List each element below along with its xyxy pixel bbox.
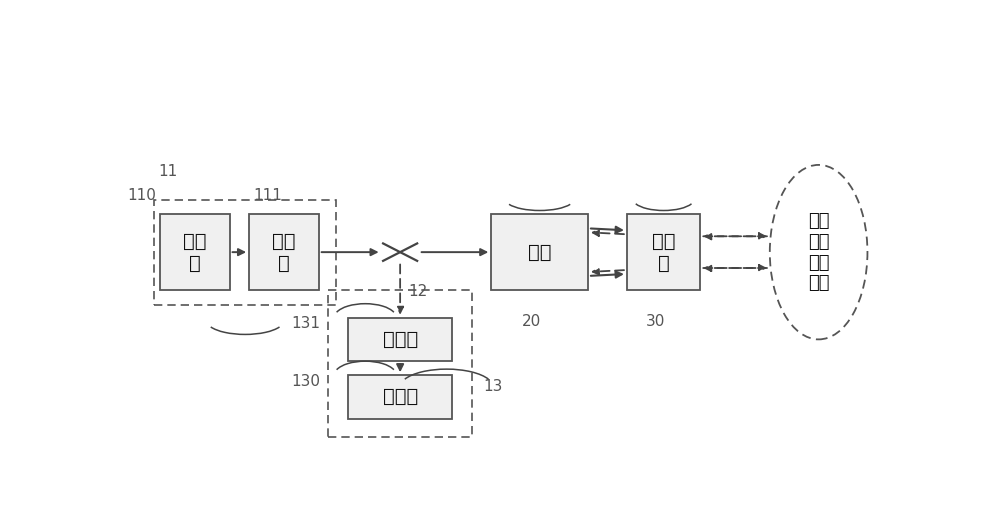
- FancyBboxPatch shape: [491, 214, 588, 290]
- Text: 30: 30: [646, 314, 666, 329]
- Text: 扩束
镜: 扩束 镜: [652, 232, 675, 272]
- Text: 20: 20: [522, 314, 542, 329]
- Text: 11: 11: [158, 164, 178, 179]
- Text: 130: 130: [292, 373, 321, 388]
- Text: 探测
区域
内的
物体: 探测 区域 内的 物体: [808, 212, 829, 293]
- Text: 131: 131: [292, 316, 321, 331]
- Text: 聚焦镜: 聚焦镜: [382, 330, 418, 349]
- Text: 111: 111: [253, 187, 282, 202]
- Text: 准直
镜: 准直 镜: [272, 232, 296, 272]
- FancyBboxPatch shape: [348, 318, 452, 361]
- Text: 振镜: 振镜: [528, 243, 551, 262]
- Text: 探测器: 探测器: [382, 387, 418, 406]
- FancyBboxPatch shape: [249, 214, 319, 290]
- Text: 12: 12: [408, 284, 427, 299]
- FancyBboxPatch shape: [627, 214, 700, 290]
- Text: 13: 13: [483, 380, 503, 394]
- Text: 激光
源: 激光 源: [183, 232, 207, 272]
- FancyBboxPatch shape: [160, 214, 230, 290]
- FancyBboxPatch shape: [348, 375, 452, 419]
- Text: 110: 110: [127, 187, 156, 202]
